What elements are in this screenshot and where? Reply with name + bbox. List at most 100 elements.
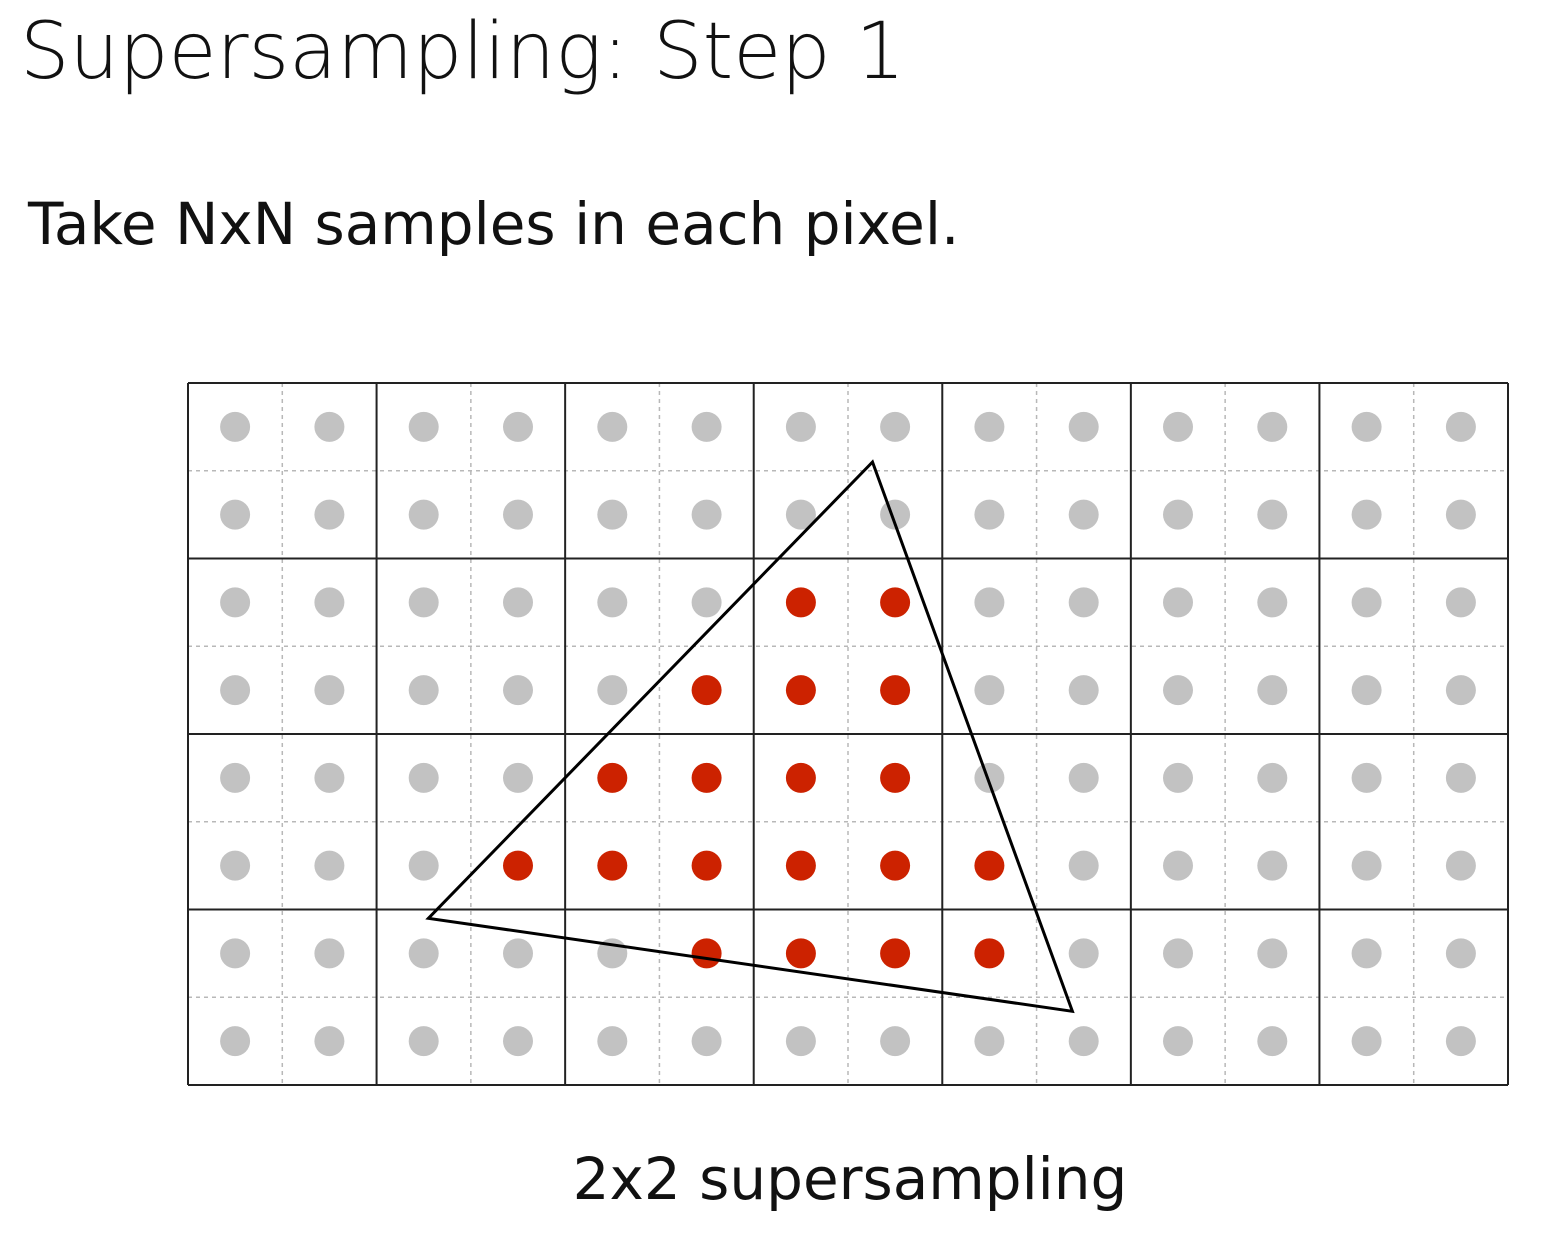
sample-point-covered: [597, 762, 628, 793]
sample-point: [1163, 850, 1193, 881]
sample-point: [1445, 587, 1476, 618]
sample-point-covered: [785, 587, 816, 618]
sample-point: [220, 762, 251, 793]
sample-point: [1068, 938, 1099, 969]
sample-point: [503, 762, 533, 793]
sample-point: [1445, 762, 1476, 793]
sample-point: [314, 850, 345, 881]
sample-point-covered: [880, 587, 911, 618]
sample-point: [1068, 411, 1099, 442]
sample-point: [597, 675, 628, 706]
sample-point-covered: [785, 938, 816, 969]
sample-point: [220, 587, 251, 618]
sample-point-covered: [880, 762, 911, 793]
sample-point: [691, 499, 722, 530]
sample-point: [974, 1026, 1005, 1057]
sample-point: [974, 762, 1005, 793]
sample-point: [1351, 675, 1382, 706]
sample-point: [1445, 938, 1476, 969]
sample-point: [220, 1026, 251, 1057]
sample-point-covered: [785, 762, 816, 793]
sample-point: [1257, 675, 1288, 706]
sample-point: [503, 938, 533, 969]
sample-point: [314, 675, 345, 706]
sample-point: [408, 938, 439, 969]
sample-point-covered: [691, 938, 722, 969]
sample-point-covered: [880, 938, 911, 969]
sample-point: [314, 938, 345, 969]
sample-point: [1163, 411, 1193, 442]
sample-point-covered: [597, 850, 628, 881]
sample-point: [1068, 499, 1099, 530]
sample-point: [1163, 675, 1193, 706]
sample-point-covered: [785, 850, 816, 881]
sample-point: [1163, 587, 1193, 618]
sample-point: [503, 411, 533, 442]
sample-point: [1445, 675, 1476, 706]
sample-point: [1257, 1026, 1288, 1057]
sample-point: [408, 850, 439, 881]
sample-point-covered: [974, 938, 1005, 969]
sample-point: [1068, 587, 1099, 618]
sample-point: [1068, 850, 1099, 881]
sample-point: [408, 675, 439, 706]
sample-point-covered: [503, 850, 533, 881]
sample-point: [974, 499, 1005, 530]
sample-point: [220, 850, 251, 881]
pixel-grid: [187, 382, 1509, 1086]
sample-point: [314, 411, 345, 442]
sample-point: [503, 587, 533, 618]
sample-point-covered: [880, 675, 911, 706]
sample-point: [597, 1026, 628, 1057]
sample-point: [1351, 1026, 1382, 1057]
slide-title: Supersampling: Step 1: [20, 7, 906, 97]
sample-point: [1257, 850, 1288, 881]
sample-point: [1068, 1026, 1099, 1057]
caption-text: 2x2 supersampling: [572, 1145, 1128, 1213]
sample-point: [1163, 499, 1193, 530]
sample-point: [1351, 938, 1382, 969]
sample-point-covered: [974, 850, 1005, 881]
sample-point: [220, 499, 251, 530]
sample-point-covered: [691, 850, 722, 881]
sample-point: [974, 675, 1005, 706]
sample-point: [314, 499, 345, 530]
sample-point: [691, 587, 722, 618]
sample-point: [503, 1026, 533, 1057]
sample-point: [1445, 850, 1476, 881]
diagram-caption: 2x2 supersampling: [0, 1145, 1554, 1215]
sample-point: [1445, 411, 1476, 442]
sample-point: [1257, 499, 1288, 530]
sample-point: [974, 411, 1005, 442]
sample-point: [1351, 762, 1382, 793]
sample-point: [1163, 762, 1193, 793]
sample-point: [785, 499, 816, 530]
sample-point: [1257, 938, 1288, 969]
sample-point: [503, 499, 533, 530]
sample-point: [1257, 587, 1288, 618]
sample-point: [314, 1026, 345, 1057]
sample-points: [220, 411, 1476, 1057]
sample-point: [1445, 499, 1476, 530]
sample-point: [1351, 587, 1382, 618]
sample-point: [1068, 762, 1099, 793]
slide-subtitle: Take NxN samples in each pixel.: [28, 190, 960, 258]
sample-point: [880, 1026, 911, 1057]
sample-point: [220, 938, 251, 969]
sample-point: [408, 411, 439, 442]
sample-point: [408, 499, 439, 530]
sample-point: [691, 1026, 722, 1057]
sample-point: [974, 587, 1005, 618]
sample-point: [880, 411, 911, 442]
sample-point: [408, 587, 439, 618]
subpixel-grid: [188, 383, 1508, 1085]
sample-point: [1351, 850, 1382, 881]
sample-point-covered: [785, 675, 816, 706]
sample-point: [785, 411, 816, 442]
triangle: [425, 459, 1075, 1014]
sample-point: [220, 411, 251, 442]
sample-point: [597, 587, 628, 618]
sample-point: [408, 762, 439, 793]
sample-point: [1445, 1026, 1476, 1057]
